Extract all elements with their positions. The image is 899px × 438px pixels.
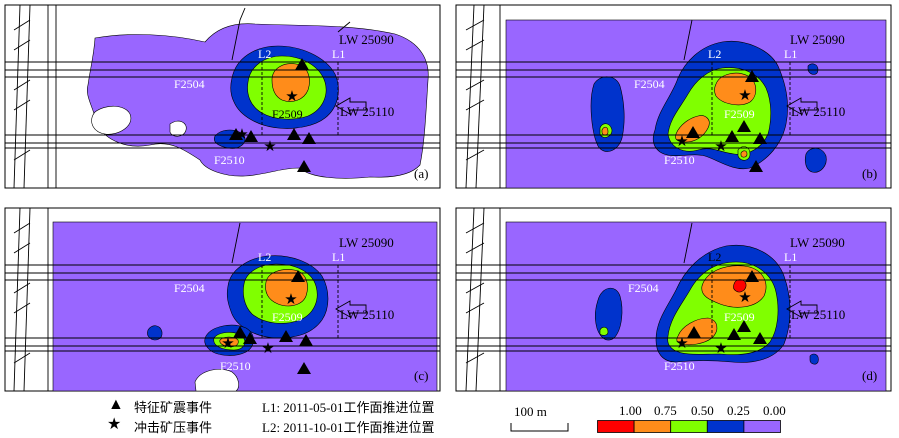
panel-a: LW 25090 LW 25110 L2 L1 F2504 F2509 F251… [4,4,441,189]
color-swatch-blue [706,420,745,433]
f2504-label-c: F2504 [174,281,205,295]
star-marker: ★ [714,139,727,155]
l2-label-d: L2 [708,250,721,264]
triangle-marker [737,120,751,132]
color-tick: 0.00 [763,403,786,418]
star-legend-label: 冲击矿压事件 [134,420,213,435]
lw-25110-label-a: LW 25110 [340,104,394,119]
l1-label-d: L1 [784,250,797,264]
color-tick: 1.00 [619,403,642,418]
star-marker: ★ [221,336,234,352]
triangle-marker [297,362,311,374]
scale-bar [510,423,569,432]
triangle-legend-icon: ▲ [108,396,124,413]
f2509-label-a: F2509 [272,107,303,121]
contour-orange [714,72,757,106]
triangle-legend-label: 特征矿震事件 [134,400,213,415]
triangle-marker [295,58,309,70]
star-marker: ★ [284,292,297,308]
triangle-marker [302,132,316,144]
f2509-label-b: F2509 [724,107,755,121]
color-swatch-red [597,420,635,433]
panel-d: LW 25090 LW 25110 L2 L1 F2504 F2509 F251… [455,207,892,392]
triangle-marker [727,328,741,340]
panel-label-a: (a) [414,166,428,181]
f2510-label-d: F2510 [664,359,695,373]
color-swatch-orange [633,420,672,433]
l2-label-b: L2 [708,47,721,61]
triangle-marker [229,128,243,140]
f2509-label-d: F2509 [724,310,755,324]
f2504-label-d: F2504 [628,281,659,295]
color-tick: 0.25 [727,403,750,418]
f2510-label-a: F2510 [214,153,245,167]
triangle-marker [753,332,767,344]
f2510-label-c: F2510 [220,359,251,373]
color-swatch-green [670,420,708,433]
l2-legend-label: L2: 2011-10-01工作面推进位置 [262,420,435,435]
star-legend-icon: ★ [107,416,122,433]
lw-25090-label-b: LW 25090 [790,32,845,47]
f2510-label-b: F2510 [664,153,695,167]
star-marker: ★ [285,89,298,105]
triangle-marker [244,130,258,142]
lw-25090-label-d: LW 25090 [790,235,845,250]
triangle-marker [737,320,751,332]
star-marker: ★ [714,341,727,357]
l1-label-c: L1 [332,250,345,264]
triangle-marker [287,128,301,140]
triangle-marker [725,130,739,142]
f2504-label-b: F2504 [634,77,665,91]
scale-bar-label: 100 m [514,404,547,419]
triangle-marker [686,126,700,138]
triangle-marker [233,326,247,338]
star-marker: ★ [263,139,276,155]
star-marker: ★ [738,290,751,306]
star-marker: ★ [675,336,688,352]
l1-label-a: L1 [332,47,345,61]
triangle-marker [279,330,293,342]
panel-b: LW 25090 LW 25110 L2 L1 F2504 F2509 F251… [455,4,892,189]
triangle-marker [687,326,701,338]
l2-label-a: L2 [258,47,271,61]
left-structure [13,4,57,189]
star-marker: ★ [738,88,751,104]
f2504-label-a: F2504 [174,77,205,91]
triangle-marker [749,160,763,172]
triangle-marker [299,334,313,346]
panel-label-b: (b) [862,166,877,181]
lw-25110-label-c: LW 25110 [340,307,394,322]
triangle-marker [753,132,767,144]
contour-orange [271,63,310,102]
star-marker: ★ [675,134,688,150]
star-marker: ★ [261,341,274,357]
l2-label-c: L2 [258,250,271,264]
color-tick: 0.50 [691,403,714,418]
triangle-marker [745,70,759,82]
color-swatch-purple [743,420,781,433]
triangle-marker [297,160,311,172]
l1-label-b: L1 [784,47,797,61]
panel-label-c: (c) [414,368,428,383]
triangle-marker [745,270,759,282]
l1-legend-label: L1: 2011-05-01工作面推进位置 [262,400,435,415]
panel-label-d: (d) [862,368,877,383]
events-a: ★ ★ ★ [229,58,316,172]
roadway-lines [5,61,440,149]
panel-c: LW 25090 LW 25110 L2 L1 F2504 F2509 F251… [4,207,441,392]
lw-25090-label-c: LW 25090 [339,235,394,250]
color-tick: 0.75 [654,403,677,418]
triangle-marker [291,270,305,282]
legend: ▲ 特征矿震事件 ★ 冲击矿压事件 L1: 2011-05-01工作面推进位置 … [0,392,899,438]
lw-25090-label-a: LW 25090 [339,32,394,47]
lw-25110-label-b: LW 25110 [791,104,845,119]
triangle-marker [243,332,257,344]
color-bar [597,420,781,433]
f2509-label-c: F2509 [272,310,303,324]
lw-25110-label-d: LW 25110 [791,307,845,322]
star-marker: ★ [235,127,248,143]
